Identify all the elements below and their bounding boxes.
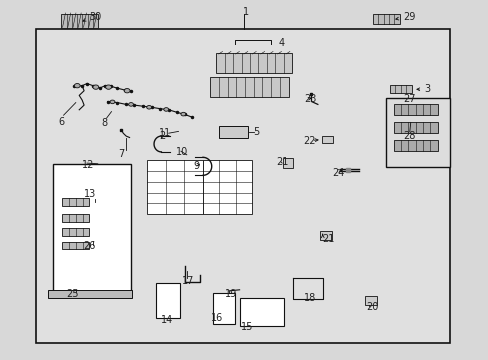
Ellipse shape	[93, 85, 99, 89]
Text: 13: 13	[84, 189, 97, 199]
Text: 14: 14	[161, 315, 173, 325]
Bar	[61, 14, 98, 28]
Bar	[365, 296, 376, 305]
Text: 9: 9	[193, 161, 199, 171]
Text: 7: 7	[118, 149, 124, 159]
Text: 15: 15	[240, 322, 252, 332]
Bar	[282, 158, 293, 168]
Text: 4: 4	[278, 38, 285, 48]
Text: 8: 8	[102, 118, 108, 128]
Text: 20: 20	[366, 302, 378, 312]
Bar	[218, 126, 247, 138]
Text: 28: 28	[403, 131, 415, 141]
Text: 16: 16	[211, 312, 223, 323]
Bar	[393, 104, 437, 115]
Ellipse shape	[181, 112, 185, 116]
Bar	[212, 293, 234, 324]
Text: 19: 19	[224, 289, 237, 300]
Bar	[155, 283, 180, 318]
Text: 2: 2	[159, 131, 165, 141]
Bar	[62, 242, 89, 249]
Text: 18: 18	[304, 293, 316, 303]
Bar	[62, 198, 89, 206]
Text: 5: 5	[253, 127, 259, 137]
Bar	[239, 298, 283, 326]
Bar	[389, 85, 411, 93]
Text: 27: 27	[402, 94, 415, 104]
Text: 24: 24	[332, 168, 344, 178]
Bar	[203, 160, 251, 214]
Ellipse shape	[105, 85, 111, 89]
Ellipse shape	[163, 108, 168, 111]
Bar	[321, 136, 333, 143]
Text: 3: 3	[424, 84, 430, 94]
Text: 21: 21	[322, 234, 334, 244]
Text: 30: 30	[89, 12, 102, 22]
Bar	[386, 98, 449, 167]
Bar	[146, 160, 203, 214]
Text: 11: 11	[159, 128, 171, 138]
Text: 1: 1	[243, 6, 248, 17]
Bar	[62, 228, 89, 236]
Ellipse shape	[146, 105, 151, 109]
Bar	[393, 140, 437, 151]
Bar	[48, 290, 132, 298]
Bar	[62, 214, 89, 222]
Bar	[53, 164, 131, 292]
Ellipse shape	[110, 100, 115, 104]
Ellipse shape	[124, 89, 130, 93]
Text: 22: 22	[303, 136, 315, 147]
Ellipse shape	[128, 103, 133, 106]
Text: 25: 25	[66, 289, 79, 300]
Text: 10: 10	[176, 147, 188, 157]
Text: 21: 21	[276, 157, 288, 167]
Text: 29: 29	[403, 12, 415, 22]
Bar	[372, 14, 399, 24]
Bar	[320, 231, 331, 240]
Ellipse shape	[74, 84, 80, 88]
Text: 23: 23	[304, 94, 316, 104]
Text: 12: 12	[82, 159, 94, 170]
Bar	[216, 53, 291, 73]
Bar	[36, 29, 449, 343]
Bar	[210, 77, 288, 97]
Text: 6: 6	[59, 117, 65, 127]
Text: 26: 26	[83, 240, 96, 251]
Bar	[393, 122, 437, 133]
Text: 17: 17	[182, 276, 194, 286]
